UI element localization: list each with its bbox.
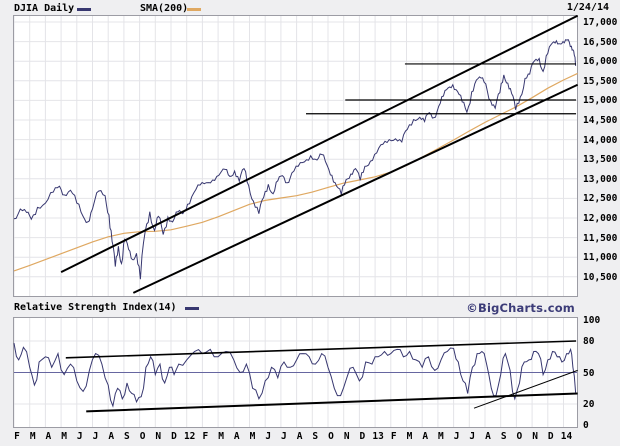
price-series-color-swatch <box>77 8 91 11</box>
month-label: D <box>171 431 177 442</box>
month-label: A <box>45 431 52 442</box>
month-label: N <box>532 431 538 442</box>
month-label: D <box>359 431 366 442</box>
month-label: J <box>92 431 99 442</box>
month-label: S <box>500 431 507 442</box>
month-label: M <box>29 431 36 442</box>
bigcharts-logo: ©BigCharts.com <box>466 301 575 315</box>
month-label: N <box>343 431 350 442</box>
rsi-y-tick: 20 <box>583 399 595 410</box>
plot-border <box>13 317 578 428</box>
month-label: M <box>249 431 256 442</box>
main-y-tick: 12,000 <box>583 213 618 224</box>
main-y-tick: 17,000 <box>583 17 618 28</box>
month-label: J <box>76 431 83 442</box>
sma-series-label: SMA(200) <box>140 3 189 14</box>
rsi-y-tick: 80 <box>583 336 595 347</box>
main-y-tick: 10,500 <box>583 271 618 283</box>
rsi-plot <box>13 317 578 428</box>
month-label: J <box>469 431 476 442</box>
month-label: M <box>61 431 67 442</box>
month-label: M <box>438 431 444 442</box>
main-y-tick: 11,000 <box>583 252 618 264</box>
main-y-tick: 16,500 <box>583 36 618 48</box>
chart-date-label: 1/24/14 <box>566 2 609 13</box>
rsi-trend-line <box>473 369 578 409</box>
main-y-tick: 16,000 <box>583 56 618 68</box>
djia-price-line <box>13 38 577 280</box>
month-label: D <box>547 431 554 442</box>
rsi-label: Relative Strength Index(14) <box>14 302 177 313</box>
month-label: J <box>281 431 287 442</box>
rsi-y-tick: 50 <box>583 367 595 379</box>
month-label: O <box>328 431 334 442</box>
main-y-tick: 15,000 <box>583 95 618 107</box>
rsi-color-swatch <box>185 307 199 310</box>
main-y-tick: 13,500 <box>583 154 618 166</box>
price-series-label: DJIA Daily <box>14 3 75 14</box>
month-label: F <box>202 431 209 442</box>
main-y-tick: 13,000 <box>583 173 618 185</box>
month-label: A <box>233 431 240 442</box>
month-label: A <box>485 431 491 442</box>
trend-line <box>60 15 578 273</box>
main-y-tick: 15,500 <box>583 75 618 87</box>
sma-200-line <box>13 72 578 272</box>
month-label: 12 <box>183 431 196 442</box>
main-y-tick: 12,500 <box>583 193 618 205</box>
sma-series-color-swatch <box>187 8 201 11</box>
month-label: M <box>218 431 224 442</box>
main-y-tick: 14,000 <box>583 134 618 146</box>
month-label: J <box>265 431 272 442</box>
month-label: S <box>312 431 319 442</box>
month-label: M <box>406 431 413 442</box>
main-y-tick: 14,500 <box>583 115 618 126</box>
rsi-y-tick: 0 <box>583 420 589 431</box>
rsi-y-tick: 100 <box>583 315 601 326</box>
rsi-line <box>13 343 577 408</box>
month-label: N <box>155 431 162 442</box>
month-label: F <box>14 431 20 442</box>
month-label: O <box>139 431 146 442</box>
rsi-chart <box>13 317 578 428</box>
main-price-plot <box>13 15 578 297</box>
month-label: A <box>108 431 115 442</box>
rsi-trend-line <box>86 392 578 413</box>
month-label: J <box>453 431 460 442</box>
rsi-trend-line <box>65 340 577 359</box>
main-y-tick: 11,500 <box>583 232 618 244</box>
month-label: O <box>516 431 523 442</box>
plot-border <box>13 15 578 297</box>
trend-line <box>132 83 578 294</box>
month-label: S <box>124 431 130 442</box>
month-label: A <box>422 431 429 442</box>
month-label: 13 <box>372 431 384 442</box>
month-label: A <box>296 431 303 442</box>
month-label: 14 <box>560 431 573 442</box>
month-label: F <box>390 431 397 442</box>
main-price-chart <box>13 15 578 297</box>
